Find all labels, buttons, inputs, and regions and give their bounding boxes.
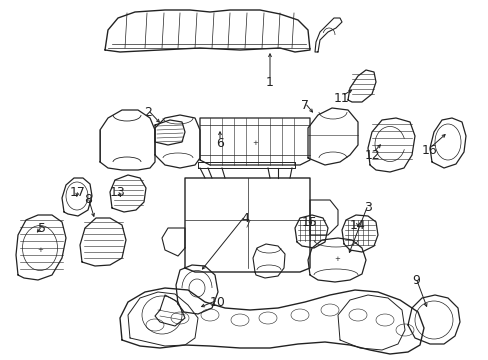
Text: 5: 5 [38, 221, 46, 234]
Text: 4: 4 [241, 212, 248, 225]
Text: 7: 7 [301, 99, 308, 112]
Text: 6: 6 [216, 136, 224, 149]
Text: 13: 13 [110, 185, 125, 198]
Text: 14: 14 [349, 219, 365, 231]
Text: +: + [37, 247, 43, 253]
Text: /: / [246, 220, 249, 229]
Text: 9: 9 [411, 274, 419, 287]
Text: 3: 3 [364, 201, 371, 213]
Text: +: + [251, 140, 257, 146]
Text: 2: 2 [144, 105, 152, 118]
Text: 11: 11 [333, 91, 349, 104]
Text: 8: 8 [84, 193, 92, 206]
Text: 10: 10 [210, 296, 225, 309]
Text: 12: 12 [365, 149, 380, 162]
Text: 1: 1 [265, 76, 273, 89]
Text: 17: 17 [70, 185, 86, 198]
Text: 16: 16 [421, 144, 437, 157]
Text: 15: 15 [302, 216, 317, 229]
Text: +: + [333, 256, 339, 262]
